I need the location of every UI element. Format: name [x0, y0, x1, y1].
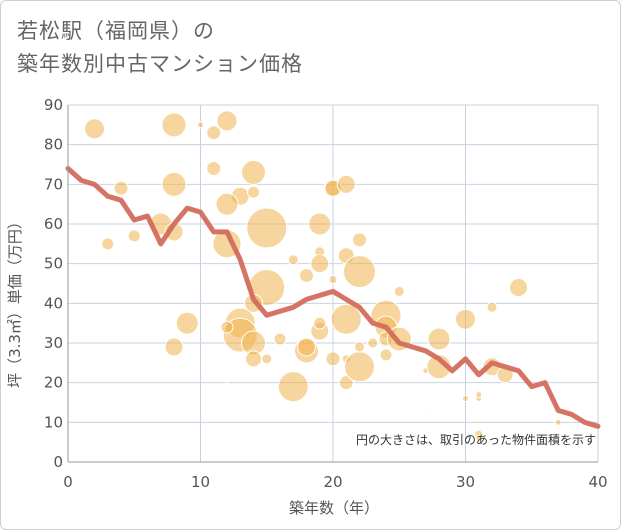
- bubble-point: [344, 351, 375, 383]
- bubble-point: [325, 351, 341, 367]
- bubble-point: [475, 391, 483, 399]
- bubble-point: [241, 159, 266, 185]
- y-tick-label: 20: [44, 374, 63, 392]
- y-tick-label: 70: [44, 175, 63, 193]
- y-tick-label: 10: [44, 413, 63, 431]
- bubble-point: [127, 229, 141, 243]
- y-tick-label: 0: [53, 453, 63, 471]
- bubble-point: [427, 327, 451, 351]
- chart-title-line1: 若松駅（福岡県）の: [17, 19, 215, 43]
- bubble-point: [273, 332, 287, 346]
- bubble-point: [424, 412, 428, 416]
- bubble-point: [462, 395, 469, 403]
- bubble-point: [328, 275, 338, 285]
- bubble-point: [297, 337, 316, 357]
- bubble-point: [164, 337, 184, 357]
- axes: 0 10 20 30 40 50 60 70 80 90 0 10 20 30 40: [44, 96, 608, 491]
- y-tick-label: 60: [44, 215, 63, 233]
- bubble-point: [554, 418, 562, 426]
- bubbles-layer: [84, 110, 562, 442]
- x-tick-label: 20: [323, 473, 342, 491]
- bubble-point: [367, 337, 379, 349]
- average-price-line: [65, 165, 601, 429]
- bubble-point: [509, 277, 528, 297]
- bubble-point: [113, 180, 129, 196]
- y-axis-title: 坪（3.3㎡）単価（万円）: [6, 214, 24, 388]
- bubble-point: [313, 316, 327, 330]
- bubble-point: [216, 110, 238, 132]
- bubble-point: [393, 285, 405, 297]
- average-line-layer: [65, 165, 601, 429]
- bubble-point: [343, 255, 376, 289]
- x-tick-label: 10: [191, 473, 210, 491]
- bubble-point: [246, 207, 288, 249]
- size-note: 円の大きさは、取引のあった物件面積を示す: [356, 432, 596, 447]
- y-tick-label: 80: [44, 136, 63, 154]
- bubble-point: [101, 237, 115, 251]
- bubble-point: [206, 160, 222, 176]
- bubble-point: [379, 348, 393, 362]
- bubble-point: [220, 320, 234, 334]
- bubble-point: [175, 311, 199, 335]
- bubble-point: [197, 121, 204, 129]
- y-tick-label: 30: [44, 334, 63, 352]
- bubble-point: [352, 232, 367, 248]
- bubble-point: [247, 185, 260, 199]
- bubble-point: [475, 434, 483, 442]
- bubble-point: [84, 118, 105, 140]
- bubble-point: [455, 308, 476, 330]
- bubble-point: [161, 171, 187, 197]
- bubble-point: [277, 371, 309, 403]
- y-tick-label: 40: [44, 294, 63, 312]
- chart-title: 若松駅（福岡県）の 築年数別中古マンション価格: [17, 15, 303, 81]
- bubble-point: [338, 375, 354, 391]
- bubble-point: [245, 350, 262, 368]
- bubble-point: [225, 381, 229, 385]
- bubble-point: [206, 125, 222, 141]
- bubble-point: [308, 212, 332, 236]
- bubble-point: [354, 341, 365, 353]
- bubble-point: [161, 112, 187, 138]
- bubble-point: [486, 301, 498, 313]
- bubble-point: [336, 174, 356, 194]
- y-tick-label: 90: [44, 96, 63, 114]
- x-axis-title: 築年数（年）: [289, 499, 379, 517]
- x-tick-label: 30: [456, 473, 475, 491]
- bubble-point: [330, 303, 362, 335]
- x-tick-label: 40: [588, 473, 607, 491]
- x-tick-label: 0: [63, 473, 73, 491]
- bubble-point: [261, 353, 273, 365]
- bubble-point: [215, 192, 239, 216]
- y-tick-label: 50: [44, 255, 63, 273]
- bubble-point: [287, 254, 299, 266]
- bubble-point: [299, 268, 314, 284]
- chart-title-line2: 築年数別中古マンション価格: [17, 52, 303, 76]
- bubble-point: [310, 254, 330, 274]
